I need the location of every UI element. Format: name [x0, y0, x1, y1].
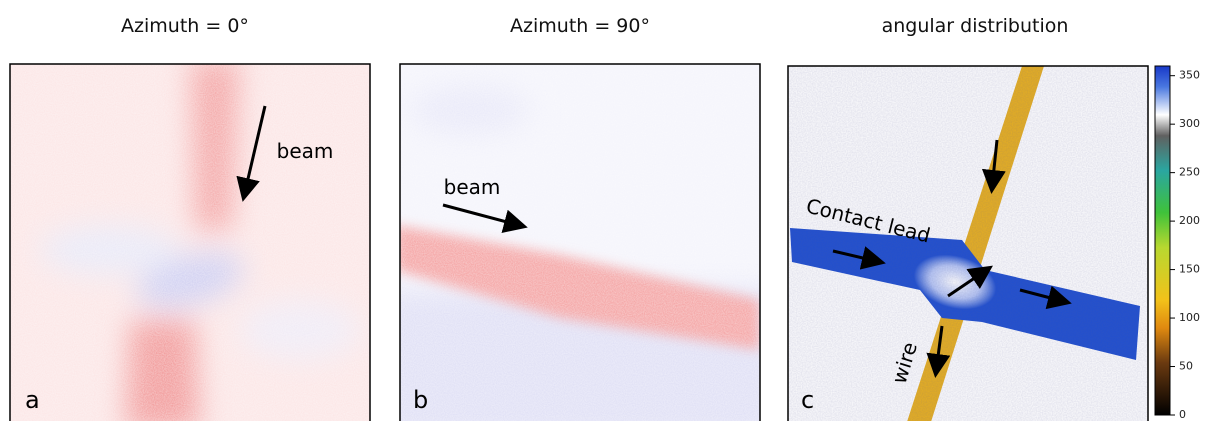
panel-label: b	[413, 386, 428, 414]
panel-frame	[399, 63, 761, 421]
panel-title: Azimuth = 90°	[510, 15, 650, 37]
panel-b-image	[400, 64, 760, 421]
arrow	[442, 203, 528, 233]
arrow	[926, 325, 951, 378]
panel-title: Azimuth = 0°	[121, 15, 249, 37]
panel-label: c	[801, 386, 814, 414]
panel-title: angular distribution	[882, 15, 1069, 37]
colorbar-ticks: 0 50 100 150 200 250 300 350	[1170, 69, 1200, 421]
panel-frame	[9, 63, 371, 421]
tick-label: 0	[1179, 408, 1186, 421]
arrow	[981, 139, 1006, 194]
annotation: beam	[444, 175, 501, 199]
tick-label: 50	[1179, 360, 1193, 373]
arrow	[236, 105, 267, 202]
arrow	[947, 265, 993, 298]
arrow	[832, 246, 886, 270]
panel-c-image	[788, 66, 1148, 421]
panel-label: a	[25, 386, 40, 414]
tick-label: 150	[1179, 263, 1200, 276]
tick-label: 250	[1179, 166, 1200, 179]
panel-frame	[787, 65, 1149, 421]
tick-label: 300	[1179, 117, 1200, 130]
tick-label: 350	[1179, 69, 1200, 82]
colorbar	[1154, 65, 1171, 416]
arrow	[1019, 285, 1072, 310]
panel-a-image	[10, 64, 370, 421]
tick-label: 100	[1179, 311, 1200, 324]
annotation: beam	[277, 139, 334, 163]
tick-label: 200	[1179, 214, 1200, 227]
